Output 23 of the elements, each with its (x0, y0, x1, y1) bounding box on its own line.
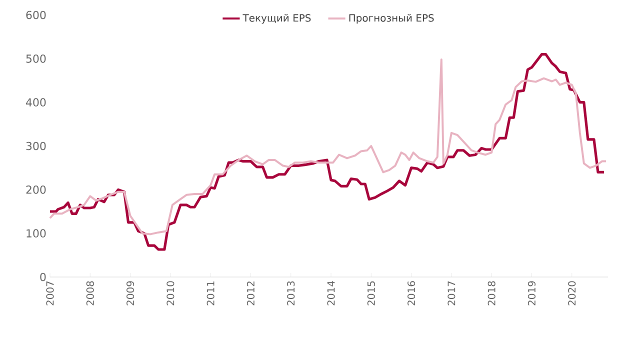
x-tick-label: 2012 (246, 282, 255, 306)
y-tick-label: 100 (26, 229, 46, 238)
x-tick-label: 2016 (408, 281, 416, 306)
y-tick-label: 600 (26, 10, 46, 20)
x-tick-label: 2008 (86, 281, 94, 306)
x-tick-label: 2015 (367, 281, 375, 306)
x-tick-label: 2014 (327, 281, 335, 306)
x-tick-label: 2009 (126, 281, 134, 306)
x-tick-label: 2007 (46, 281, 54, 306)
x-tick-label: 2010 (166, 281, 174, 306)
x-tick-label: 2011 (206, 281, 214, 306)
y-tick-label: 0 (40, 272, 46, 282)
x-tick-label: 2020 (568, 281, 576, 306)
y-tick-label: 500 (26, 54, 46, 63)
y-tick-label: 400 (26, 98, 46, 106)
x-tick-label: 2013 (287, 281, 295, 306)
legend-label: Прогнозный EPS (349, 14, 434, 24)
x-tick-label: 2019 (528, 281, 536, 306)
x-tick-label: 2017 (448, 281, 456, 306)
y-tick-label: 200 (26, 186, 46, 194)
x-tick-label: 2018 (488, 281, 496, 306)
legend-label: Текущий EPS (242, 14, 311, 24)
y-tick-label: 300 (26, 142, 46, 150)
